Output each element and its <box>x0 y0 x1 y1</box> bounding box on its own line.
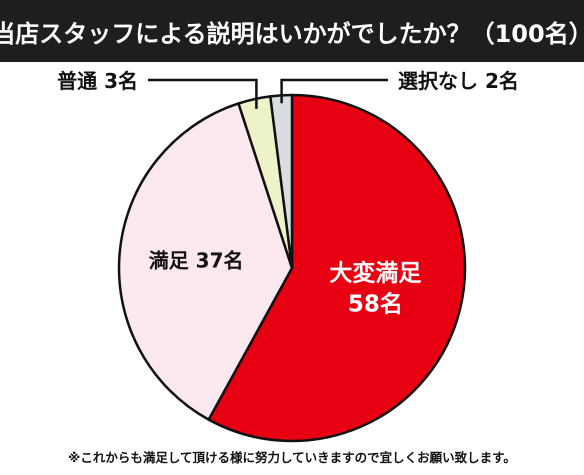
footnote: ※これからも満足して頂ける様に努力していきますので宜しくお願い致します。 <box>68 450 516 465</box>
slice-label-satisfied: 満足 37名 <box>149 249 244 273</box>
slice-label-very-satisfied: 大変満足 58名 <box>329 260 421 318</box>
pie-slice-1 <box>117 102 294 421</box>
chart-title: 当店スタッフによる説明はいかがでしたか？（100名） <box>0 0 584 62</box>
callout-line-none <box>280 78 388 104</box>
slice-label-normal: 普通 3名 <box>57 69 138 93</box>
callout-line-normal <box>148 78 258 109</box>
slice-label-no-selection: 選択なし 2名 <box>398 69 519 93</box>
pie-slice-0 <box>207 93 467 443</box>
